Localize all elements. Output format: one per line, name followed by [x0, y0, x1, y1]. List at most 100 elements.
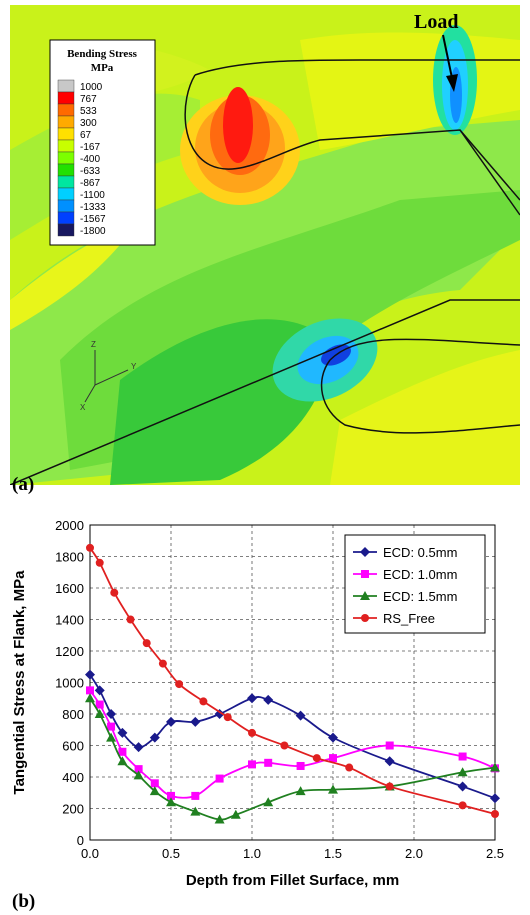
data-point: [95, 700, 104, 709]
y-tick-label: 1000: [55, 676, 84, 691]
data-point: [149, 786, 160, 796]
data-point: [328, 784, 338, 794]
data-point: [457, 767, 468, 777]
legend-swatch: [57, 175, 75, 189]
data-point: [458, 752, 467, 761]
data-point: [126, 615, 135, 624]
data-point: [296, 761, 305, 770]
legend-swatch: [57, 91, 75, 105]
legend-item: RS_Free: [353, 611, 435, 626]
legend-swatch: [57, 127, 75, 141]
legend-level-label: -167: [80, 142, 100, 153]
data-point: [360, 591, 370, 600]
data-point: [133, 742, 144, 753]
data-point: [230, 809, 241, 819]
data-point: [490, 762, 500, 772]
data-point: [457, 781, 468, 792]
axis-y-label: Y: [131, 362, 137, 371]
legend-swatch: [57, 163, 75, 177]
data-point: [223, 713, 232, 722]
series-line: [89, 674, 496, 800]
panel-a-label: (a): [12, 474, 34, 495]
data-point: [158, 659, 167, 668]
data-point: [85, 669, 95, 680]
legend-level-label: 533: [80, 106, 97, 117]
data-point: [175, 680, 184, 689]
data-point: [85, 693, 95, 703]
series-line: [89, 689, 496, 799]
x-tick-label: 1.0: [243, 846, 261, 861]
data-point: [134, 765, 143, 774]
legend-level-label: 767: [80, 94, 97, 105]
legend-item: ECD: 1.0mm: [353, 567, 457, 582]
y-tick-label: 200: [62, 802, 84, 817]
legend-level-label: -400: [80, 154, 100, 165]
x-tick-label: 0.5: [162, 846, 180, 861]
y-tick-label: 600: [62, 739, 84, 754]
data-point: [166, 797, 176, 807]
y-axis-label: Tangential Stress at Flank, MPa: [11, 570, 28, 795]
load-arrow-icon: [442, 34, 458, 92]
y-tick-label: 800: [62, 707, 84, 722]
data-point: [149, 732, 160, 743]
plot-area: [89, 524, 496, 841]
series-line: [89, 547, 496, 815]
data-point: [117, 727, 128, 738]
legend-level-label: 67: [80, 130, 92, 141]
legend-level-label: -1567: [80, 214, 106, 225]
data-point: [191, 791, 200, 800]
data-point: [94, 709, 105, 718]
bending-stress-legend: Bending Stress MPa 100076753330067-167-4…: [49, 39, 156, 246]
y-tick-label: 1200: [55, 644, 84, 659]
chart-legend: ECD: 0.5mm ECD: 1.0mm ECD: 1.5mm RS_Free: [344, 534, 486, 634]
data-point: [118, 747, 127, 756]
data-point: [94, 685, 105, 696]
legend-label: ECD: 1.0mm: [383, 567, 457, 582]
data-point: [133, 770, 144, 780]
data-point: [106, 709, 117, 719]
load-label: Load: [414, 11, 458, 33]
data-point: [190, 716, 201, 727]
x-tick-label: 2.0: [405, 846, 423, 861]
x-tick-labels: 0.0 0.5 1.0 1.5 2.0 2.5: [81, 846, 504, 861]
data-point: [280, 741, 289, 750]
legend-swatch: [57, 103, 75, 117]
x-tick-label: 1.5: [324, 846, 342, 861]
series-layer: [85, 543, 500, 824]
data-point: [95, 558, 104, 567]
data-point: [263, 694, 274, 705]
data-point: [142, 639, 151, 648]
data-point: [167, 791, 175, 800]
y-tick-label: 1400: [55, 613, 84, 628]
data-point: [86, 543, 94, 552]
legend-level-label: -1800: [80, 226, 106, 237]
x-axis-label: Depth from Fillet Surface, mm: [186, 872, 399, 889]
legend-level-label: -1333: [80, 202, 106, 213]
coordinate-triad-icon: [84, 350, 129, 403]
data-point: [214, 709, 225, 719]
data-point: [328, 732, 338, 743]
data-point: [491, 810, 499, 819]
legend-level-label: -867: [80, 178, 100, 189]
data-point: [248, 760, 256, 769]
data-point: [264, 758, 273, 767]
series-line: [89, 697, 496, 821]
data-point: [214, 814, 225, 824]
data-point: [106, 732, 117, 742]
y-tick-label: 1600: [55, 581, 84, 596]
panel-b-label: (b): [12, 891, 35, 912]
data-point: [360, 547, 370, 557]
data-point: [312, 754, 321, 763]
data-point: [329, 754, 337, 763]
legend-label: RS_Free: [383, 611, 435, 626]
legend-swatch: [57, 199, 75, 213]
data-point: [166, 716, 176, 727]
legend-swatch: [57, 151, 75, 165]
y-tick-labels: 0 200 400 600 800 1000 1200 1400 1600 1800 2000: [55, 518, 84, 848]
legend-level-label: -1100: [80, 190, 105, 201]
y-tick-label: 0: [77, 833, 84, 848]
legend-label: ECD: 0.5mm: [383, 545, 457, 560]
data-point: [117, 756, 128, 766]
legend-level-label: 1000: [80, 82, 103, 93]
data-point: [345, 763, 354, 772]
